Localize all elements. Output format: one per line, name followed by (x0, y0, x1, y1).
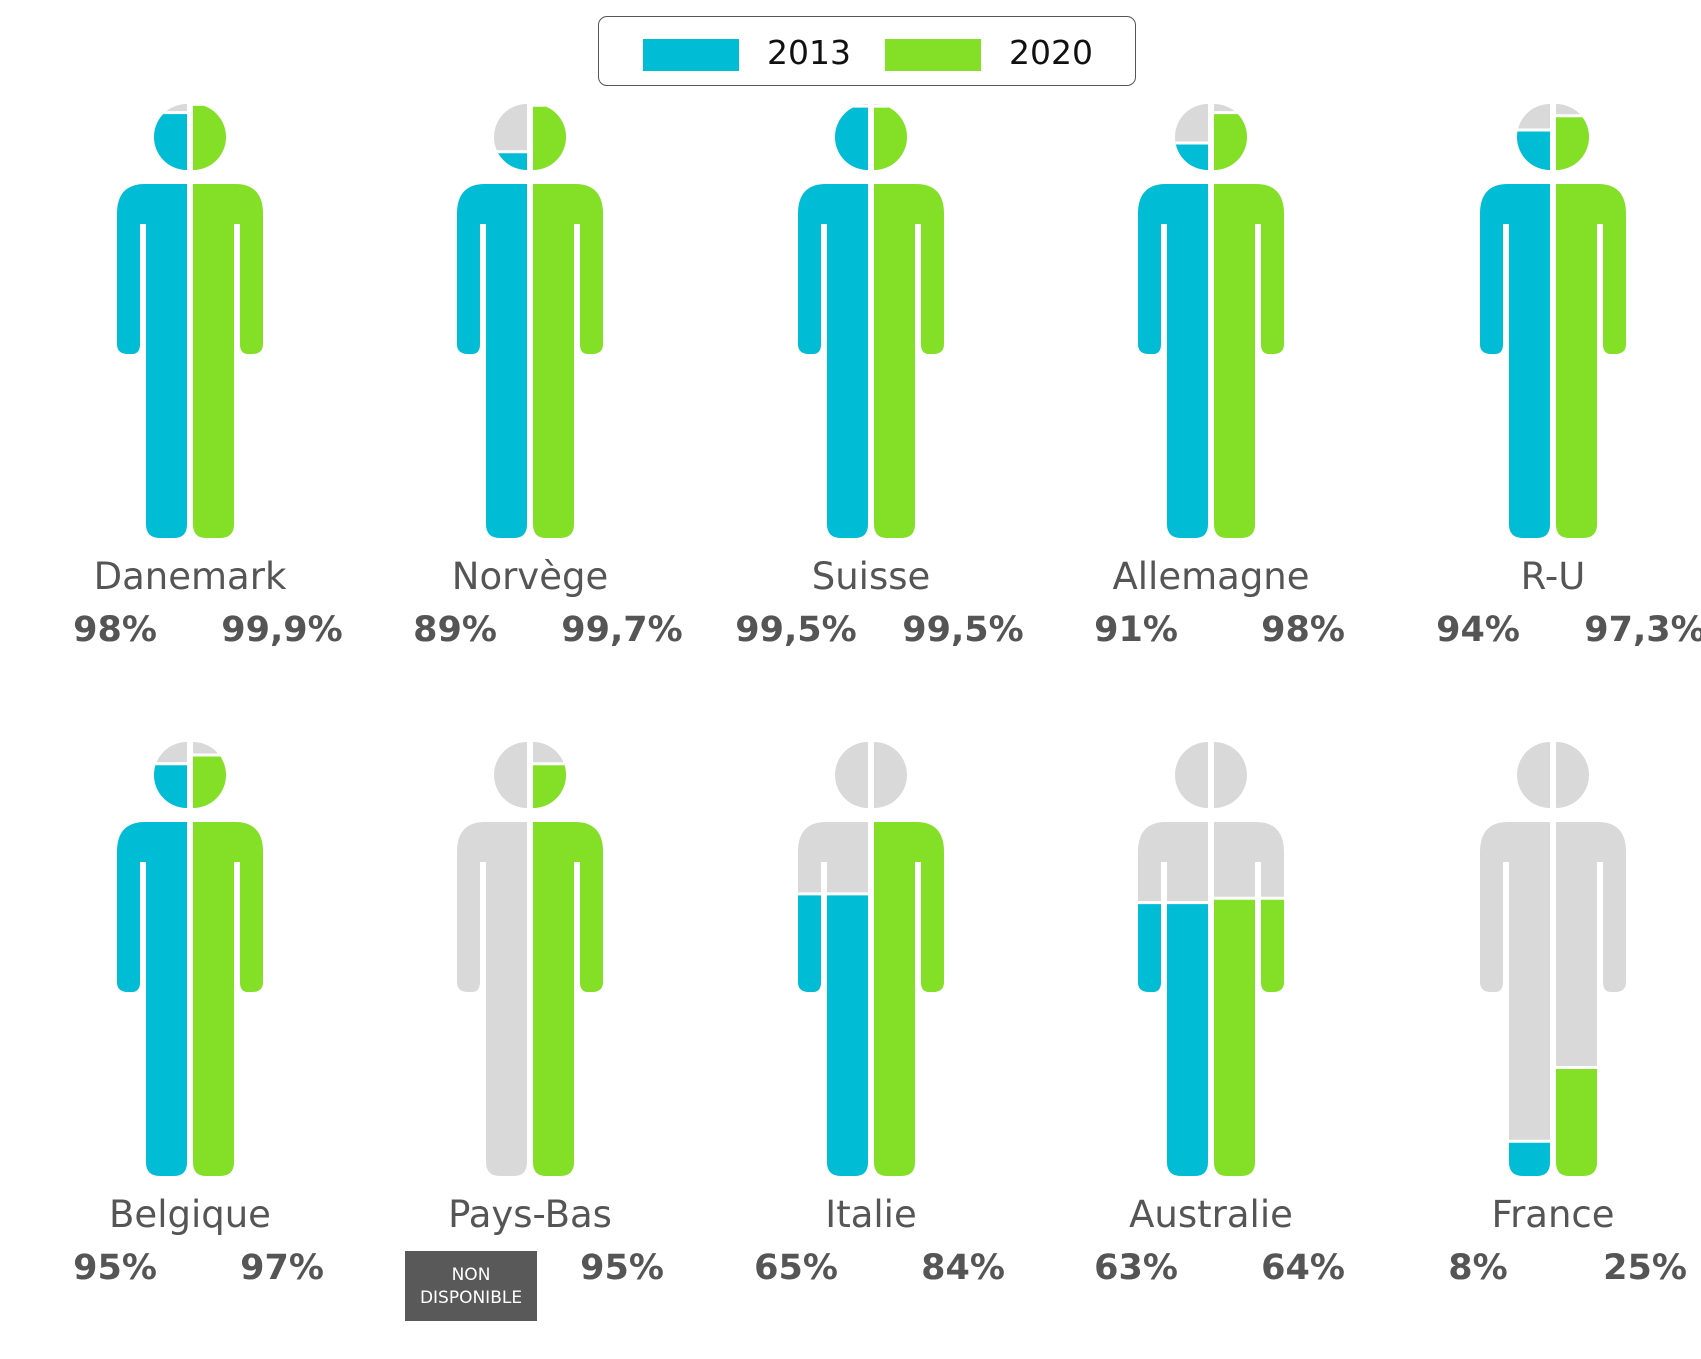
value-label-2013: 95% (73, 1248, 157, 1288)
country-name: Pays-Bas (448, 1193, 612, 1236)
value-fill-2013 (1480, 1141, 1550, 1176)
value-label-2013: 8% (1448, 1248, 1507, 1288)
value-label-2020: 25% (1603, 1248, 1687, 1288)
value-fill-2020 (533, 105, 603, 538)
figure-danemark: Danemark 98% 99,9% (73, 104, 343, 650)
figure-half-2020 (1214, 104, 1284, 538)
value-fill-2013 (798, 893, 868, 1176)
value-fill-2020 (874, 811, 944, 1176)
value-fill-2013 (457, 151, 527, 538)
value-label-2013: 65% (754, 1248, 838, 1288)
value-label-2013: 91% (1094, 610, 1178, 650)
value-label-2020: 99,7% (561, 610, 682, 650)
figure-half-2020 (193, 742, 263, 1176)
value-fill-2020 (193, 104, 263, 538)
figure-half-2013 (798, 742, 868, 1176)
value-label-2013: 99,5% (735, 610, 856, 650)
figure-half-2013 (1138, 742, 1208, 1176)
value-label-2013: 63% (1094, 1248, 1178, 1288)
legend-swatch-2020 (885, 39, 981, 71)
value-fill-2013 (1138, 143, 1208, 538)
figure-half-2020 (1556, 742, 1626, 1176)
figure-half-2013 (798, 104, 868, 538)
value-label-2020: 84% (921, 1248, 1005, 1288)
figure-france: France 8% 25% (1448, 742, 1687, 1288)
legend-swatch-2013 (643, 39, 739, 71)
figure-half-2020 (533, 742, 603, 1176)
value-fill-2013 (117, 763, 187, 1176)
figure-half-2013 (1138, 104, 1208, 538)
figure-belgique: Belgique 95% 97% (73, 742, 324, 1288)
value-fill-2020 (1556, 1067, 1626, 1176)
value-fill-2020 (1214, 898, 1284, 1176)
value-label-2020: 95% (580, 1248, 664, 1288)
not-available-text: NON (452, 1265, 491, 1285)
value-label-2020: 97% (240, 1248, 324, 1288)
value-label-2020: 97,3% (1584, 610, 1701, 650)
value-label-2020: 98% (1261, 610, 1345, 650)
figure-suisse: Suisse 99,5% 99,5% (735, 104, 1024, 650)
value-fill-2013 (1480, 130, 1550, 538)
figure-pays-bas: Pays-Bas NON DISPONIBLE 95% (405, 742, 664, 1321)
figure-half-2020 (533, 104, 603, 538)
figure-half-2013 (1480, 742, 1550, 1176)
country-name: Norvège (452, 555, 608, 598)
figure-half-2013 (117, 742, 187, 1176)
empty-fill (1480, 742, 1550, 1176)
value-fill-2013 (117, 112, 187, 538)
figure-half-2013 (457, 104, 527, 538)
figure-half-2020 (193, 104, 263, 538)
country-name: Italie (825, 1193, 916, 1236)
value-label-2013: 94% (1436, 610, 1520, 650)
not-available-text: DISPONIBLE (420, 1288, 522, 1308)
country-name: Belgique (109, 1193, 271, 1236)
value-label-2020: 64% (1261, 1248, 1345, 1288)
figure-half-2020 (1214, 742, 1284, 1176)
legend-label-2020: 2020 (1009, 33, 1093, 72)
figure-norvege: Norvège 89% 99,7% (413, 104, 683, 650)
figure-half-2020 (1556, 104, 1626, 538)
figure-r-u: R-U94% 97,3% (1436, 104, 1701, 650)
value-fill-2020 (874, 106, 944, 538)
figure-half-2013 (457, 742, 527, 1176)
legend-label-2013: 2013 (767, 33, 851, 72)
country-name: Danemark (94, 555, 287, 598)
figure-italie: Italie 65% 84% (754, 742, 1005, 1288)
value-fill-2020 (1214, 112, 1284, 538)
value-fill-2020 (1556, 115, 1626, 538)
figure-half-2020 (874, 104, 944, 538)
figure-half-2020 (874, 742, 944, 1176)
country-name: Suisse (812, 555, 931, 598)
value-label-2020: 99,5% (902, 610, 1023, 650)
not-available-badge: NON DISPONIBLE (405, 1251, 537, 1321)
figure-half-2013 (1480, 104, 1550, 538)
country-name: France (1491, 1193, 1614, 1236)
country-name: Australie (1129, 1193, 1293, 1236)
value-fill-2013 (1138, 902, 1208, 1176)
value-fill-2013 (798, 106, 868, 538)
value-label-2020: 99,9% (221, 610, 342, 650)
value-fill-2020 (193, 755, 263, 1176)
figure-half-2013 (117, 104, 187, 538)
empty-fill (457, 742, 527, 1176)
value-label-2013: 89% (413, 610, 497, 650)
figure-allemagne: Allemagne 91% 98% (1094, 104, 1345, 650)
chart-legend: 2013 2020 (598, 16, 1136, 86)
value-fill-2020 (533, 763, 603, 1176)
country-name: R-U (1521, 555, 1586, 598)
value-label-2013: 98% (73, 610, 157, 650)
country-name: Allemagne (1112, 555, 1309, 598)
figure-australie: Australie 63% 64% (1094, 742, 1345, 1288)
